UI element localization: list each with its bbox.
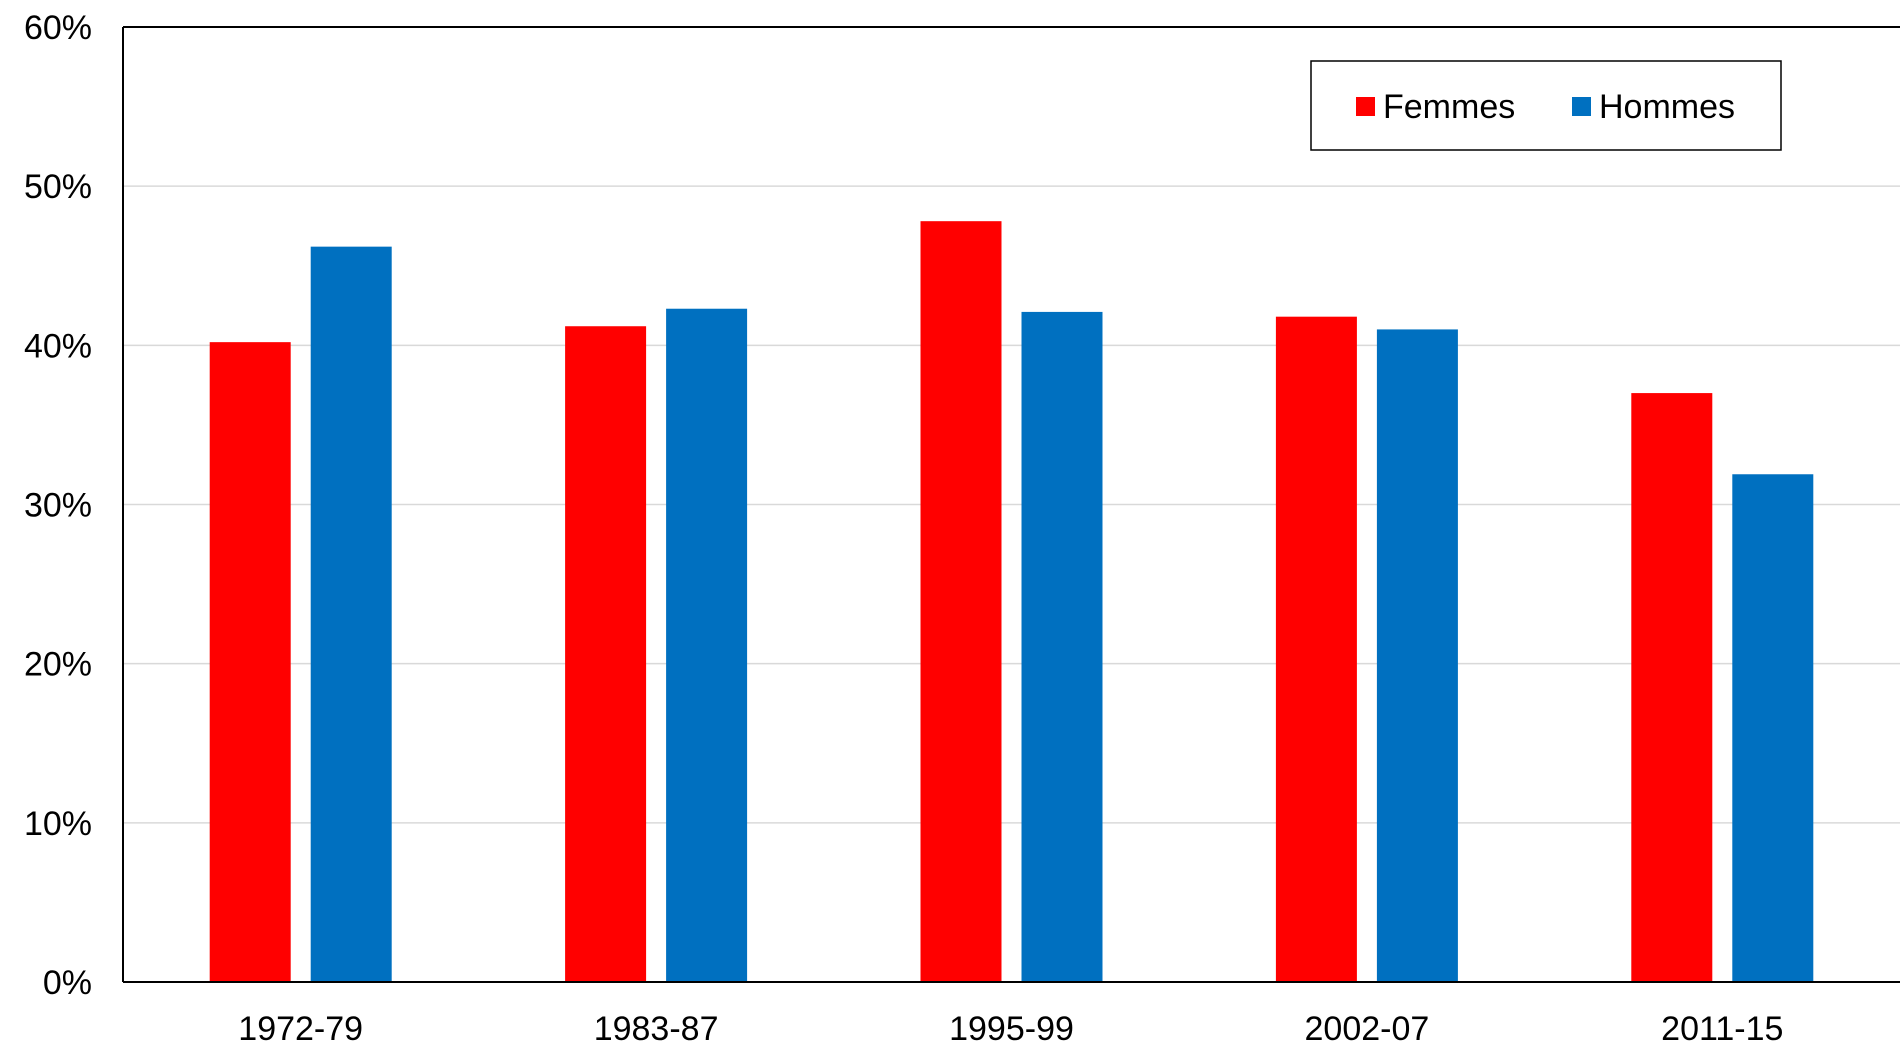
bar-hommes-1983-87	[666, 308, 748, 983]
plot-frame	[122, 26, 1900, 983]
bar-hommes-1995-99	[1021, 311, 1103, 982]
bar-hommes-1972-79	[310, 246, 392, 982]
y-tick-label: 60%	[24, 9, 92, 47]
y-tick-label: 50%	[24, 168, 92, 206]
legend-swatch-femmes	[1356, 97, 1375, 116]
legend-label-femmes: Femmes	[1383, 88, 1515, 126]
x-tick-label: 1972-79	[238, 1010, 363, 1045]
bar-femmes-1972-79	[209, 342, 291, 982]
bar-femmes-2002-07	[1275, 316, 1357, 982]
legend: Femmes Hommes	[1310, 60, 1782, 151]
x-tick-label: 1983-87	[594, 1010, 719, 1045]
y-tick-label: 30%	[24, 487, 92, 525]
x-tick-label: 2011-15	[1661, 1010, 1783, 1045]
gridlines	[123, 185, 1900, 824]
y-axis: 0% 10% 20% 30% 40% 50% 60%	[24, 9, 92, 1002]
legend-swatch-hommes	[1572, 97, 1591, 116]
bar-hommes-2002-07	[1376, 329, 1458, 983]
bar-hommes-2011-15	[1732, 474, 1814, 982]
legend-label-hommes: Hommes	[1599, 88, 1735, 126]
legend-box	[1310, 60, 1782, 151]
x-tick-label: 2002-07	[1305, 1010, 1430, 1045]
bar-femmes-2011-15	[1631, 393, 1713, 982]
y-tick-label: 40%	[24, 327, 92, 365]
bars	[209, 221, 1814, 983]
bar-femmes-1983-87	[565, 326, 647, 982]
y-tick-label: 10%	[24, 805, 92, 843]
x-axis: 1972-79 1983-87 1995-99 2002-07 2011-15	[238, 1010, 1783, 1048]
bar-femmes-1995-99	[920, 221, 1002, 982]
x-tick-label: 1995-99	[949, 1010, 1074, 1045]
y-tick-label: 0%	[43, 964, 92, 1002]
y-tick-label: 20%	[24, 646, 92, 684]
